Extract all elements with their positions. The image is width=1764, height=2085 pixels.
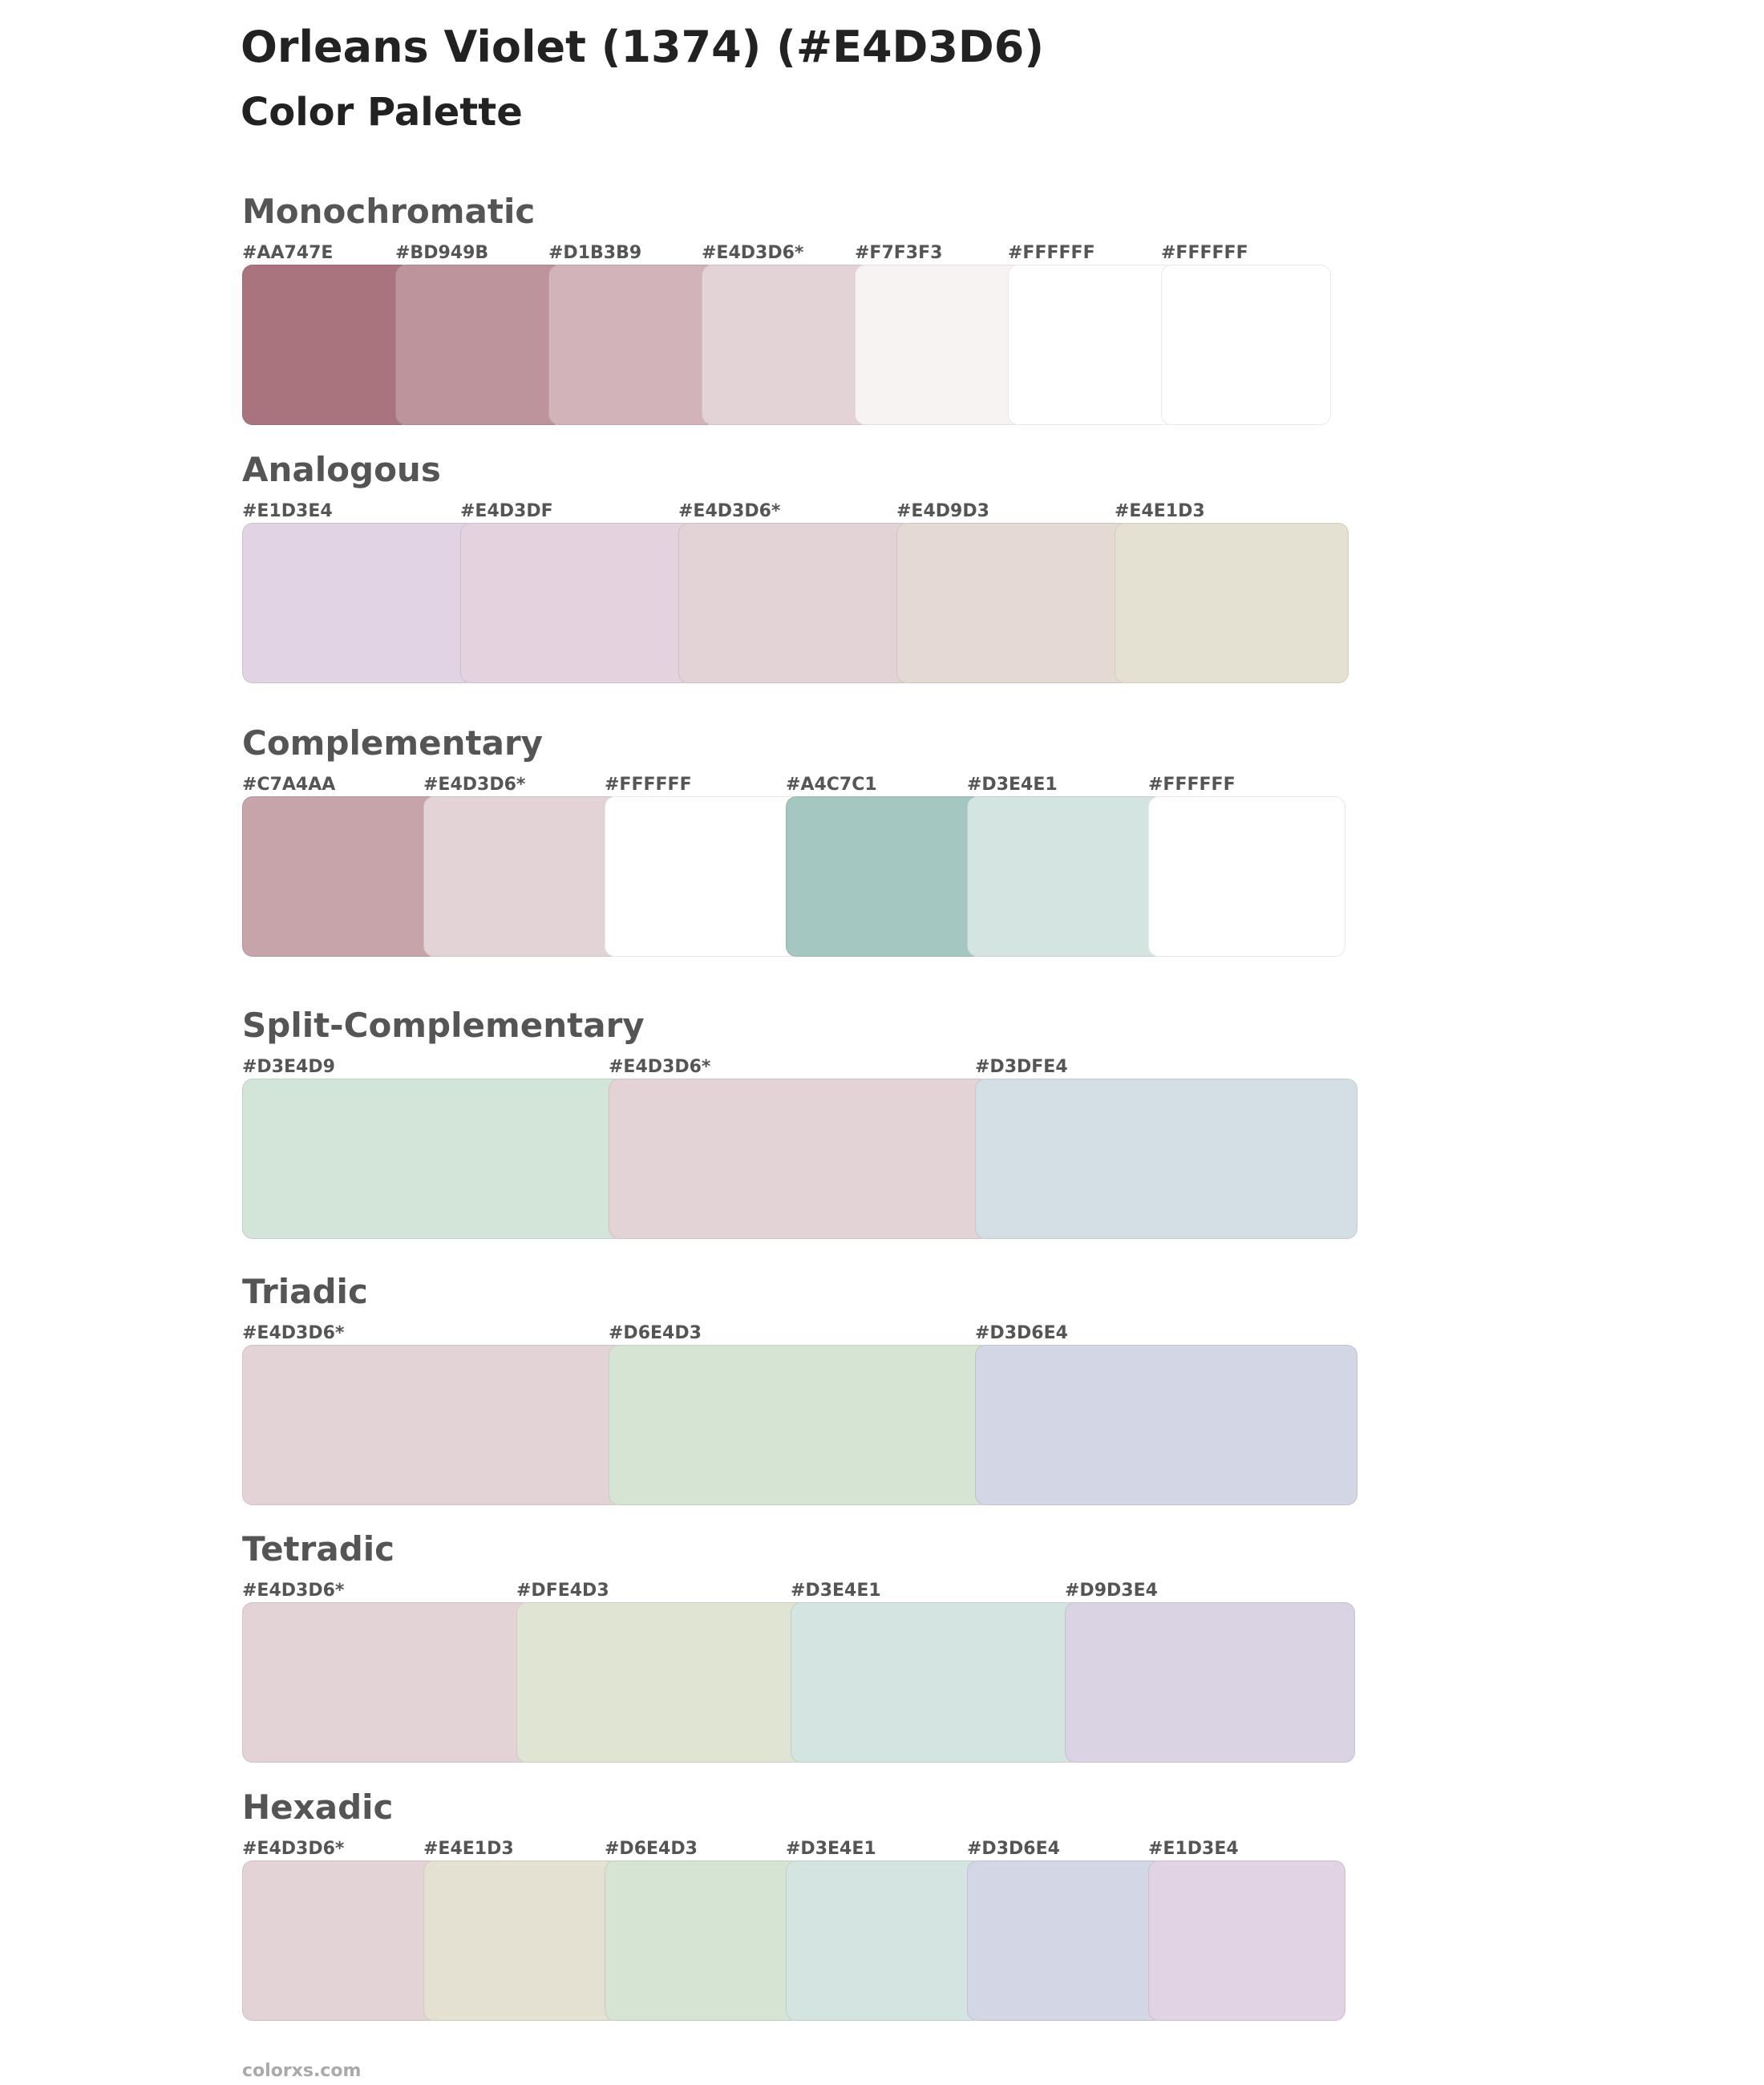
swatch-label: #A4C7C1: [786, 775, 877, 795]
swatch-label: #D9D3E4: [1065, 1581, 1158, 1601]
swatch-label: #D1B3B9: [548, 243, 642, 263]
swatch-label: #E4D3D6*: [423, 775, 526, 795]
color-swatch: [967, 796, 1164, 957]
color-swatch: [678, 523, 912, 683]
swatch-label: #E4D3D6*: [702, 243, 804, 263]
color-swatch: [605, 1860, 802, 2021]
color-swatch: [242, 265, 411, 425]
color-swatch: [242, 1345, 625, 1505]
swatch-label: #E4D3D6*: [609, 1057, 711, 1077]
color-swatch: [548, 265, 718, 425]
color-swatch: [967, 1860, 1164, 2021]
color-swatch: [975, 1079, 1357, 1239]
swatch-label: #DFE4D3: [516, 1581, 609, 1601]
color-swatch: [786, 1860, 983, 2021]
swatch-label: #E4D3D6*: [242, 1839, 345, 1859]
swatch-label: #FFFFFF: [605, 775, 692, 795]
swatch-label: #D3E4E1: [791, 1581, 881, 1601]
color-swatch: [423, 1860, 621, 2021]
color-swatch: [1161, 265, 1331, 425]
color-swatch: [605, 796, 802, 957]
swatch-label: #E4D9D3: [896, 501, 989, 521]
section-heading: Tetradic: [242, 1529, 395, 1569]
subtitle: Color Palette: [241, 90, 523, 135]
title: Orleans Violet (1374) (#E4D3D6): [241, 22, 1045, 72]
swatch-label: #D3E4E1: [786, 1839, 876, 1859]
color-swatch: [1115, 523, 1349, 683]
swatch-label: #E4D3DF: [460, 501, 553, 521]
swatch-label: #FFFFFF: [1161, 243, 1248, 263]
color-swatch: [242, 1602, 532, 1763]
color-swatch: [791, 1602, 1081, 1763]
swatch-label: #E4D3D6*: [678, 501, 781, 521]
color-swatch: [702, 265, 871, 425]
swatch-label: #C7A4AA: [242, 775, 336, 795]
swatch-label: #E1D3E4: [242, 501, 333, 521]
swatch-label: #D6E4D3: [605, 1839, 698, 1859]
swatch-label: #E4E1D3: [423, 1839, 514, 1859]
color-swatch: [242, 796, 439, 957]
color-swatch: [242, 1079, 625, 1239]
swatch-label: #BD949B: [395, 243, 489, 263]
color-swatch: [242, 1860, 439, 2021]
color-swatch: [786, 796, 983, 957]
swatch-label: #E1D3E4: [1148, 1839, 1239, 1859]
color-swatch: [609, 1079, 991, 1239]
swatch-label: #D3E4E1: [967, 775, 1058, 795]
section-heading: Split-Complementary: [242, 1006, 645, 1045]
section-heading: Monochromatic: [242, 192, 536, 231]
color-swatch: [395, 265, 564, 425]
swatch-label: #E4E1D3: [1115, 501, 1205, 521]
color-swatch: [1148, 1860, 1345, 2021]
color-swatch: [460, 523, 694, 683]
swatch-label: #E4D3D6*: [242, 1581, 345, 1601]
color-swatch: [1008, 265, 1177, 425]
color-swatch: [242, 523, 476, 683]
swatch-label: #D3E4D9: [242, 1057, 335, 1077]
swatch-label: #D3D6E4: [975, 1323, 1068, 1343]
swatch-label: #FFFFFF: [1148, 775, 1236, 795]
swatch-label: #FFFFFF: [1008, 243, 1095, 263]
color-swatch: [855, 265, 1024, 425]
swatch-label: #D3DFE4: [975, 1057, 1068, 1077]
section-heading: Hexadic: [242, 1787, 394, 1827]
color-swatch: [896, 523, 1131, 683]
color-swatch: [423, 796, 621, 957]
color-swatch: [1065, 1602, 1355, 1763]
color-swatch: [975, 1345, 1357, 1505]
swatch-label: #D6E4D3: [609, 1323, 702, 1343]
section-heading: Analogous: [242, 450, 441, 489]
swatch-label: #F7F3F3: [855, 243, 943, 263]
color-swatch: [516, 1602, 807, 1763]
swatch-label: #E4D3D6*: [242, 1323, 345, 1343]
swatch-label: #D3D6E4: [967, 1839, 1060, 1859]
color-swatch: [609, 1345, 991, 1505]
section-heading: Triadic: [242, 1272, 368, 1311]
color-swatch: [1148, 796, 1345, 957]
section-heading: Complementary: [242, 723, 544, 763]
footer-site[interactable]: colorxs.com: [242, 2061, 362, 2081]
swatch-label: #AA747E: [242, 243, 334, 263]
